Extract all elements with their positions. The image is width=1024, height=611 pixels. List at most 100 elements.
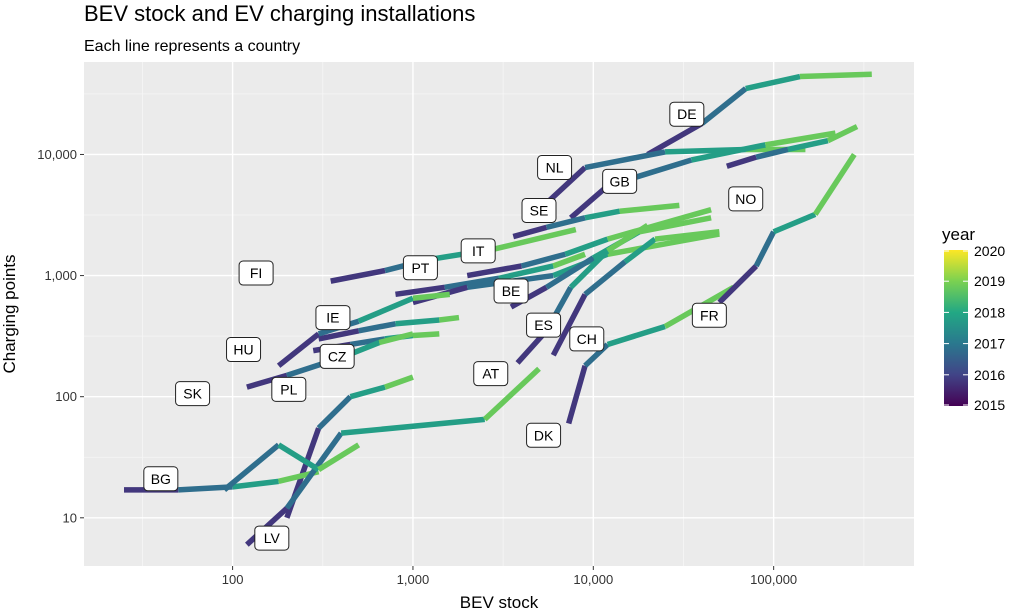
label-hu: HU <box>226 337 262 363</box>
y-axis-label: Charging points <box>0 254 19 373</box>
plot-panel <box>84 62 914 566</box>
segment-gb <box>764 130 836 148</box>
segment-at <box>568 248 610 290</box>
segment-lt <box>222 442 281 493</box>
segment-lv <box>284 431 344 510</box>
label-lv: LV <box>254 525 290 551</box>
label-nl: NL <box>537 155 573 181</box>
segment-lt <box>317 442 361 472</box>
series-es <box>509 215 712 310</box>
label-text: FI <box>250 265 262 281</box>
segment-fr <box>812 152 857 216</box>
label-text: SK <box>183 386 202 402</box>
segment-lv <box>482 366 541 422</box>
segment-hu <box>276 331 321 368</box>
y-axis-ticks: 10 100 1,000 10,000 <box>37 147 84 525</box>
label-box <box>175 381 211 407</box>
segment-gb <box>568 183 610 220</box>
label-box <box>526 312 562 338</box>
chart-title: BEV stock and EV charging installations <box>84 1 475 26</box>
label-box <box>226 337 262 363</box>
segment-fr <box>717 264 759 305</box>
label-es: ES <box>526 312 562 338</box>
series-it <box>466 207 712 279</box>
segment-gb <box>690 142 766 163</box>
x-tick-label: 100 <box>222 572 244 587</box>
segment-no <box>726 154 757 169</box>
label-text: AT <box>482 366 499 382</box>
segment-de <box>745 73 801 92</box>
label-box <box>473 361 509 387</box>
segment-ch <box>550 293 588 357</box>
label-box <box>537 155 573 181</box>
segment-ie <box>318 328 360 342</box>
label-text: PT <box>411 260 429 276</box>
y-tick-label: 10,000 <box>37 147 77 162</box>
segment-sk <box>378 331 414 346</box>
segment-pl <box>349 384 386 400</box>
segment-fr <box>753 230 777 268</box>
label-box <box>319 343 355 369</box>
legend-break-label: 2020 <box>974 243 1005 259</box>
segment-fi <box>330 267 386 284</box>
label-text: BG <box>151 471 171 487</box>
label-at: AT <box>473 361 509 387</box>
segment-ie <box>438 314 460 323</box>
segment-de <box>700 86 748 126</box>
segment-se <box>512 224 548 240</box>
segment-at <box>606 222 650 254</box>
label-dk: DK <box>526 422 562 448</box>
segment-fr <box>772 211 817 235</box>
label-text: CH <box>577 331 597 347</box>
y-tick-label: 1,000 <box>44 268 77 283</box>
segment-pt <box>395 284 446 298</box>
series-fr <box>717 152 857 305</box>
segment-it <box>564 236 609 257</box>
y-tick-label: 100 <box>55 389 77 404</box>
segment-fi <box>492 226 577 252</box>
segment-pl <box>316 394 353 431</box>
label-box <box>402 255 438 281</box>
label-box <box>271 376 307 402</box>
label-fr: FR <box>691 302 727 328</box>
chart-subtitle: Each line represents a country <box>84 38 300 55</box>
label-box <box>526 422 562 448</box>
segment-de <box>799 71 872 80</box>
label-text: ES <box>534 317 553 333</box>
label-fi: FI <box>238 260 274 286</box>
x-axis-label: BEV stock <box>460 593 539 611</box>
label-ie: IE <box>315 305 351 331</box>
legend-break-label: 2018 <box>974 304 1005 320</box>
segment-de <box>646 121 704 157</box>
legend-break-label: 2016 <box>974 367 1005 383</box>
label-no: NO <box>728 186 764 212</box>
label-box <box>521 197 557 223</box>
country-labels: DE NL GB NO SE IT FI PT BE ES IE CZ HU SK PL AT CH DK FR BG… <box>143 101 764 551</box>
x-tick-label: 100,000 <box>750 572 797 587</box>
segment-se <box>619 202 680 214</box>
segment-be <box>607 231 720 257</box>
segment-pl <box>384 374 414 390</box>
label-text: HU <box>233 342 253 358</box>
x-tick-label: 1,000 <box>397 572 430 587</box>
label-text: NO <box>735 191 756 207</box>
legend-break-label: 2017 <box>974 336 1005 352</box>
label-text: IT <box>472 243 485 259</box>
label-text: IE <box>326 310 339 326</box>
series-se <box>512 202 680 240</box>
label-gb: GB <box>602 168 638 194</box>
label-sk: SK <box>175 381 211 407</box>
series-pt <box>395 251 587 298</box>
label-text: PL <box>280 381 297 397</box>
segment-es <box>638 215 712 235</box>
label-box <box>669 101 705 127</box>
segment-no <box>787 137 829 153</box>
segment-cz <box>412 331 440 339</box>
legend-break-label: 2015 <box>974 397 1005 413</box>
series-ie <box>318 314 460 342</box>
segment-lv <box>340 416 485 436</box>
label-box <box>238 260 274 286</box>
series-lt <box>222 442 361 493</box>
x-axis-ticks: 100 1,000 10,000 100,000 <box>222 566 797 587</box>
label-box <box>460 238 496 264</box>
